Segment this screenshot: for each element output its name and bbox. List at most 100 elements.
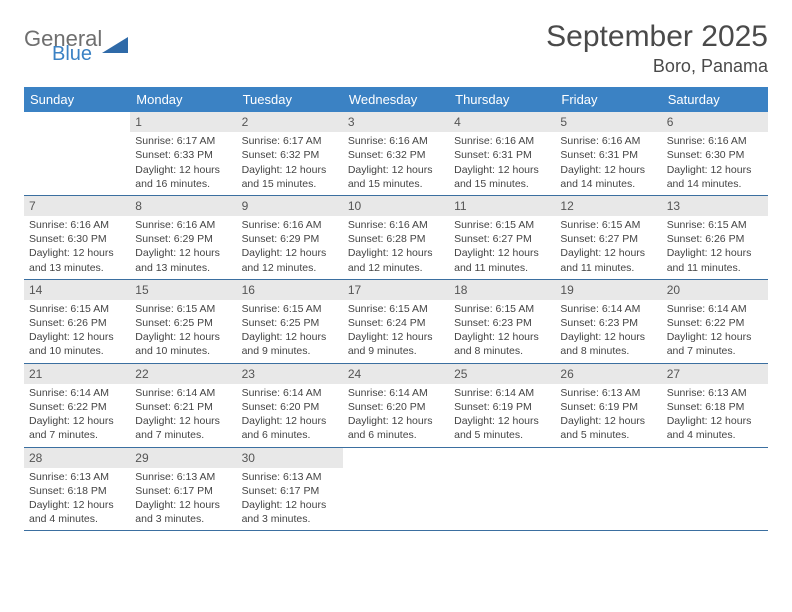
daylight-text: Daylight: 12 hours and 7 minutes. (135, 414, 231, 442)
day-cell: 21Sunrise: 6:14 AMSunset: 6:22 PMDayligh… (24, 364, 130, 447)
sunrise-text: Sunrise: 6:16 AM (242, 218, 338, 232)
weekday-header: Sunday (24, 87, 130, 112)
day-number: 15 (130, 280, 236, 300)
day-cell: 27Sunrise: 6:13 AMSunset: 6:18 PMDayligh… (662, 364, 768, 447)
sunset-text: Sunset: 6:22 PM (667, 316, 763, 330)
day-cell (343, 448, 449, 531)
calendar: Sunday Monday Tuesday Wednesday Thursday… (24, 87, 768, 531)
day-number: 23 (237, 364, 343, 384)
day-content: Sunrise: 6:14 AMSunset: 6:22 PMDaylight:… (662, 300, 768, 363)
sunrise-text: Sunrise: 6:14 AM (560, 302, 656, 316)
day-content: Sunrise: 6:14 AMSunset: 6:20 PMDaylight:… (237, 384, 343, 447)
logo-text-blue: Blue (52, 44, 102, 64)
weekday-header: Wednesday (343, 87, 449, 112)
day-content: Sunrise: 6:16 AMSunset: 6:29 PMDaylight:… (237, 216, 343, 279)
sunset-text: Sunset: 6:27 PM (454, 232, 550, 246)
sunrise-text: Sunrise: 6:16 AM (348, 218, 444, 232)
day-number: 27 (662, 364, 768, 384)
daylight-text: Daylight: 12 hours and 14 minutes. (560, 163, 656, 191)
day-cell (662, 448, 768, 531)
day-content: Sunrise: 6:15 AMSunset: 6:25 PMDaylight:… (237, 300, 343, 363)
sunset-text: Sunset: 6:33 PM (135, 148, 231, 162)
daylight-text: Daylight: 12 hours and 5 minutes. (560, 414, 656, 442)
sunset-text: Sunset: 6:32 PM (242, 148, 338, 162)
daylight-text: Daylight: 12 hours and 4 minutes. (667, 414, 763, 442)
day-cell: 23Sunrise: 6:14 AMSunset: 6:20 PMDayligh… (237, 364, 343, 447)
weekday-header: Saturday (662, 87, 768, 112)
day-cell: 17Sunrise: 6:15 AMSunset: 6:24 PMDayligh… (343, 280, 449, 363)
sunrise-text: Sunrise: 6:14 AM (29, 386, 125, 400)
day-content: Sunrise: 6:15 AMSunset: 6:26 PMDaylight:… (24, 300, 130, 363)
day-number: 8 (130, 196, 236, 216)
sunset-text: Sunset: 6:24 PM (348, 316, 444, 330)
sunset-text: Sunset: 6:25 PM (135, 316, 231, 330)
day-content: Sunrise: 6:14 AMSunset: 6:19 PMDaylight:… (449, 384, 555, 447)
day-number: 10 (343, 196, 449, 216)
day-cell: 4Sunrise: 6:16 AMSunset: 6:31 PMDaylight… (449, 112, 555, 195)
sunset-text: Sunset: 6:29 PM (135, 232, 231, 246)
day-content: Sunrise: 6:16 AMSunset: 6:31 PMDaylight:… (449, 132, 555, 195)
weekday-header: Thursday (449, 87, 555, 112)
day-number: 14 (24, 280, 130, 300)
day-content: Sunrise: 6:16 AMSunset: 6:28 PMDaylight:… (343, 216, 449, 279)
day-number: 16 (237, 280, 343, 300)
daylight-text: Daylight: 12 hours and 11 minutes. (667, 246, 763, 274)
day-content: Sunrise: 6:13 AMSunset: 6:18 PMDaylight:… (662, 384, 768, 447)
day-cell: 8Sunrise: 6:16 AMSunset: 6:29 PMDaylight… (130, 196, 236, 279)
sunset-text: Sunset: 6:19 PM (560, 400, 656, 414)
day-content: Sunrise: 6:16 AMSunset: 6:30 PMDaylight:… (662, 132, 768, 195)
day-content: Sunrise: 6:14 AMSunset: 6:21 PMDaylight:… (130, 384, 236, 447)
week-row: 1Sunrise: 6:17 AMSunset: 6:33 PMDaylight… (24, 112, 768, 196)
sunrise-text: Sunrise: 6:13 AM (242, 470, 338, 484)
day-cell (24, 112, 130, 195)
day-content: Sunrise: 6:13 AMSunset: 6:19 PMDaylight:… (555, 384, 661, 447)
daylight-text: Daylight: 12 hours and 9 minutes. (242, 330, 338, 358)
day-cell (555, 448, 661, 531)
day-cell: 1Sunrise: 6:17 AMSunset: 6:33 PMDaylight… (130, 112, 236, 195)
daylight-text: Daylight: 12 hours and 5 minutes. (454, 414, 550, 442)
sunrise-text: Sunrise: 6:16 AM (560, 134, 656, 148)
sunrise-text: Sunrise: 6:15 AM (667, 218, 763, 232)
daylight-text: Daylight: 12 hours and 8 minutes. (454, 330, 550, 358)
day-number: 1 (130, 112, 236, 132)
day-cell: 7Sunrise: 6:16 AMSunset: 6:30 PMDaylight… (24, 196, 130, 279)
day-number: 26 (555, 364, 661, 384)
day-cell: 5Sunrise: 6:16 AMSunset: 6:31 PMDaylight… (555, 112, 661, 195)
week-row: 21Sunrise: 6:14 AMSunset: 6:22 PMDayligh… (24, 364, 768, 448)
day-cell: 20Sunrise: 6:14 AMSunset: 6:22 PMDayligh… (662, 280, 768, 363)
day-cell: 9Sunrise: 6:16 AMSunset: 6:29 PMDaylight… (237, 196, 343, 279)
weekday-header: Monday (130, 87, 236, 112)
day-content: Sunrise: 6:13 AMSunset: 6:17 PMDaylight:… (237, 468, 343, 531)
sunrise-text: Sunrise: 6:16 AM (29, 218, 125, 232)
day-number: 21 (24, 364, 130, 384)
sunrise-text: Sunrise: 6:15 AM (454, 218, 550, 232)
day-number: 25 (449, 364, 555, 384)
day-cell (449, 448, 555, 531)
sunset-text: Sunset: 6:23 PM (560, 316, 656, 330)
day-cell: 12Sunrise: 6:15 AMSunset: 6:27 PMDayligh… (555, 196, 661, 279)
day-number: 28 (24, 448, 130, 468)
day-number: 18 (449, 280, 555, 300)
daylight-text: Daylight: 12 hours and 13 minutes. (29, 246, 125, 274)
sunrise-text: Sunrise: 6:16 AM (454, 134, 550, 148)
sunset-text: Sunset: 6:25 PM (242, 316, 338, 330)
month-title: September 2025 (546, 20, 768, 54)
sunset-text: Sunset: 6:21 PM (135, 400, 231, 414)
day-cell: 24Sunrise: 6:14 AMSunset: 6:20 PMDayligh… (343, 364, 449, 447)
day-cell: 14Sunrise: 6:15 AMSunset: 6:26 PMDayligh… (24, 280, 130, 363)
day-cell: 6Sunrise: 6:16 AMSunset: 6:30 PMDaylight… (662, 112, 768, 195)
day-content: Sunrise: 6:16 AMSunset: 6:29 PMDaylight:… (130, 216, 236, 279)
sunset-text: Sunset: 6:18 PM (29, 484, 125, 498)
weekday-header-row: Sunday Monday Tuesday Wednesday Thursday… (24, 87, 768, 112)
day-content: Sunrise: 6:15 AMSunset: 6:24 PMDaylight:… (343, 300, 449, 363)
sunset-text: Sunset: 6:26 PM (667, 232, 763, 246)
day-cell: 29Sunrise: 6:13 AMSunset: 6:17 PMDayligh… (130, 448, 236, 531)
sunset-text: Sunset: 6:28 PM (348, 232, 444, 246)
day-content: Sunrise: 6:15 AMSunset: 6:26 PMDaylight:… (662, 216, 768, 279)
day-content: Sunrise: 6:17 AMSunset: 6:33 PMDaylight:… (130, 132, 236, 195)
sunrise-text: Sunrise: 6:17 AM (242, 134, 338, 148)
sunrise-text: Sunrise: 6:15 AM (560, 218, 656, 232)
day-number: 20 (662, 280, 768, 300)
day-cell: 16Sunrise: 6:15 AMSunset: 6:25 PMDayligh… (237, 280, 343, 363)
day-cell: 10Sunrise: 6:16 AMSunset: 6:28 PMDayligh… (343, 196, 449, 279)
